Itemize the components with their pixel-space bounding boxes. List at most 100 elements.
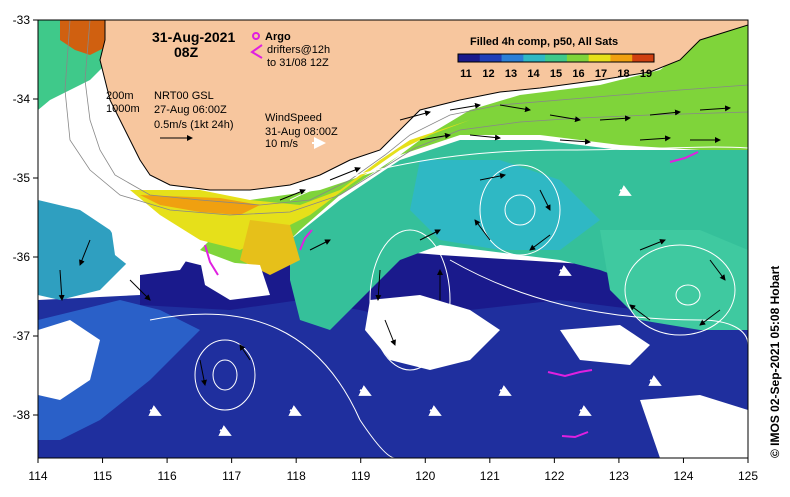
contour-200m <box>84 20 748 206</box>
current-legend-line1: NRT00 GSL <box>154 90 214 102</box>
cloud-patch <box>365 295 500 370</box>
drifter-track <box>669 151 699 163</box>
current-arrow <box>599 115 631 122</box>
colorbar-label: 18 <box>617 68 629 80</box>
colorbar-label: 17 <box>595 68 607 80</box>
x-tick-label: 117 <box>222 469 241 483</box>
contour-1000m <box>64 20 748 216</box>
colorbar-label: 19 <box>640 68 652 80</box>
wind-arrow <box>498 385 512 396</box>
colorbar-swatch <box>610 54 633 62</box>
eddy-contour <box>369 229 451 371</box>
current-arrow <box>239 344 251 361</box>
current-arrow <box>279 189 306 201</box>
wind-arrow <box>698 425 712 436</box>
wind-arrow <box>558 265 572 276</box>
drifter-tracks <box>204 151 699 439</box>
y-axis: -33 -34 -35 -36 -37 -38 <box>13 13 38 422</box>
current-arrow <box>709 259 726 281</box>
bathy-200m-label: 200m <box>106 90 134 102</box>
wind-arrow <box>648 375 662 386</box>
bathy-1000m-label: 1000m <box>106 103 140 115</box>
argo-symbol <box>252 32 260 40</box>
cloud-patch <box>640 395 748 458</box>
map-frame <box>37 19 749 459</box>
wind-legend-line2: 31-Aug 08:00Z <box>265 126 338 138</box>
current-arrow <box>529 234 551 251</box>
x-tick-label: 116 <box>158 469 177 483</box>
sst-field <box>38 20 748 458</box>
current-arrow <box>58 269 65 301</box>
current-arrow <box>629 304 651 321</box>
wind-legend-line3: 10 m/s <box>265 138 299 150</box>
current-arrow <box>559 138 591 145</box>
x-tick-label: 123 <box>609 469 629 483</box>
x-tick-label: 120 <box>415 469 435 483</box>
sst-cyan-eddy <box>410 160 600 250</box>
current-arrow <box>699 309 721 326</box>
x-tick-label: 114 <box>28 469 47 483</box>
y-tick-label: -35 <box>13 171 31 185</box>
x-axis: 114 115 116 117 118 119 120 121 122 123 124 125 <box>28 458 758 483</box>
colorbar-swatch <box>588 54 611 62</box>
colorbar-frame <box>457 53 655 63</box>
x-tick-label: 118 <box>287 469 306 483</box>
credit-text: © IMOS 02-Sep-2021 05:08 Hobart <box>768 266 782 458</box>
colorbar-swatch <box>566 54 590 62</box>
drifters-line2: to 31/08 12Z <box>267 57 329 69</box>
colorbar: Filled 4h comp, p50, All Sats 11 12 13 14 15… <box>457 36 655 80</box>
colorbar-title: Filled 4h comp, p50, All Sats <box>470 36 618 48</box>
colorbar-label: 16 <box>572 68 584 80</box>
colorbar-label: 14 <box>527 68 540 80</box>
current-arrow <box>539 189 551 211</box>
isotherms <box>149 146 748 458</box>
drifter-track <box>204 244 219 276</box>
current-arrow <box>199 359 207 386</box>
y-tick-label: -34 <box>13 92 31 106</box>
sst-yellow-coastal <box>130 120 470 250</box>
eddy-contour <box>624 244 736 336</box>
wind-arrow <box>428 405 442 416</box>
drifter-track <box>561 431 589 439</box>
current-arrow <box>309 239 331 251</box>
cloud-patch <box>38 320 100 400</box>
bathymetry-contours <box>64 20 748 216</box>
drifter-track <box>299 229 313 251</box>
isotherm-line <box>449 259 748 346</box>
colorbar-swatch <box>632 54 655 62</box>
x-tick-label: 115 <box>93 469 112 483</box>
x-tick-label: 121 <box>480 469 500 483</box>
drifters-line1: drifters@12h <box>267 44 330 56</box>
map-date: 31-Aug-2021 <box>152 29 235 45</box>
current-legend: NRT00 GSL 27-Aug 06:00Z 0.5m/s (1kt 24h) <box>154 90 233 141</box>
wind-arrow <box>148 405 162 416</box>
map-hour: 08Z <box>174 44 199 60</box>
sst-orange-coastal <box>140 195 260 215</box>
current-arrow <box>384 319 396 346</box>
eddy-contour <box>675 284 701 306</box>
current-arrow <box>639 135 671 142</box>
drifter-symbol <box>250 44 263 59</box>
sst-warm-northwest <box>60 20 110 55</box>
y-tick-label: -33 <box>13 13 31 27</box>
drifter-track <box>547 369 593 378</box>
wind-arrow <box>618 185 632 196</box>
current-legend-line3: 0.5m/s (1kt 24h) <box>154 119 233 131</box>
colorbar-label: 13 <box>505 68 517 80</box>
colorbar-swatch <box>479 54 503 62</box>
wind-arrow <box>358 385 372 396</box>
cloud-patch <box>110 220 200 275</box>
colorbar-swatch <box>545 54 568 62</box>
current-arrow <box>474 219 491 241</box>
colorbar-label: 11 <box>460 68 472 80</box>
colorbar-swatches <box>457 53 655 63</box>
argo-legend: Argo drifters@12h to 31/08 12Z <box>250 31 330 69</box>
x-tick-label: 125 <box>738 469 758 483</box>
wind-legend-line1: WindSpeed <box>265 112 322 124</box>
wind-arrow <box>288 405 302 416</box>
eddy-contour <box>194 339 256 411</box>
current-vectors <box>58 102 731 386</box>
wind-arrow <box>478 325 492 336</box>
wind-arrow <box>578 405 592 416</box>
